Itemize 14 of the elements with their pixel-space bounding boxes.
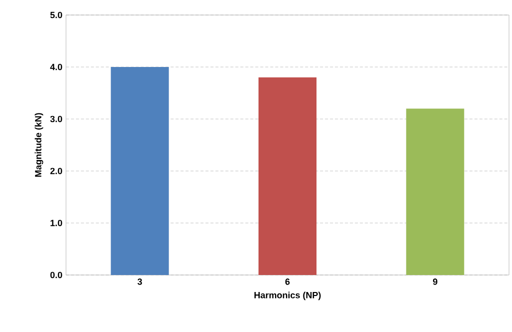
y-tick-label: 4.0 <box>50 64 62 70</box>
y-tick-label: 0.0 <box>50 272 62 278</box>
bar <box>110 67 169 275</box>
y-tick-label: 3.0 <box>50 116 62 122</box>
x-tick-label: 9 <box>432 278 438 285</box>
x-tick-label: 3 <box>138 278 142 285</box>
y-axis-title: Magnitude (kN) <box>34 113 44 177</box>
bar <box>258 77 316 275</box>
bar <box>406 108 464 275</box>
y-tick-label: 2.0 <box>50 168 62 174</box>
y-tick-label: 1.0 <box>50 220 62 226</box>
x-axis-title: Harmonics (NP) <box>254 292 321 300</box>
x-tick-label: 6 <box>285 278 290 285</box>
y-tick-label: 5.0 <box>50 12 62 18</box>
